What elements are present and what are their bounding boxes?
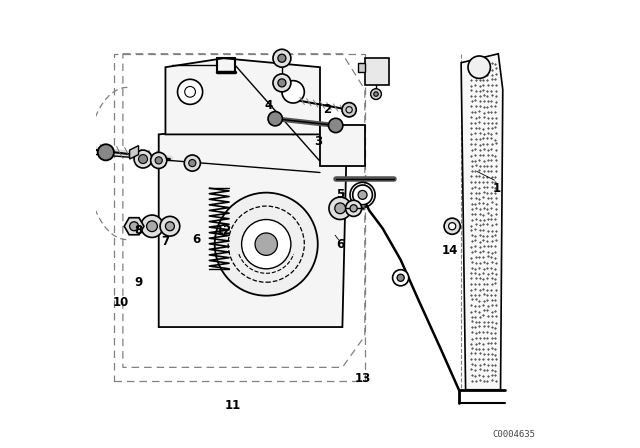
Text: 14: 14 [442,244,458,258]
Circle shape [160,216,180,236]
Text: 6: 6 [193,233,201,246]
Circle shape [346,200,362,216]
Text: C0004635: C0004635 [492,430,535,439]
Polygon shape [124,218,144,235]
Circle shape [374,92,378,96]
Text: 11: 11 [225,399,241,412]
Circle shape [177,79,203,104]
Circle shape [342,103,356,117]
Text: 7: 7 [161,235,170,249]
Circle shape [278,79,286,87]
Circle shape [147,221,157,232]
Circle shape [141,215,163,237]
Circle shape [468,56,490,78]
Circle shape [139,155,148,164]
Circle shape [98,144,114,160]
Circle shape [242,220,291,269]
Text: 1: 1 [493,181,501,195]
Circle shape [392,270,409,286]
Polygon shape [159,125,347,327]
Circle shape [268,112,282,126]
Polygon shape [365,58,389,85]
Circle shape [273,74,291,92]
Text: 9: 9 [134,276,143,289]
Circle shape [358,190,367,199]
Circle shape [166,222,174,231]
Circle shape [328,118,343,133]
Polygon shape [358,63,365,72]
Polygon shape [165,58,320,134]
Circle shape [130,222,139,231]
Circle shape [278,54,286,62]
Text: 4: 4 [264,99,273,112]
Circle shape [335,203,346,214]
Circle shape [134,150,152,168]
Circle shape [155,157,163,164]
Text: 6: 6 [336,237,344,251]
Text: 5: 5 [336,188,344,202]
Circle shape [215,193,317,296]
Circle shape [444,218,460,234]
Circle shape [329,197,351,220]
Text: 2: 2 [323,103,331,116]
Text: 10: 10 [113,296,129,309]
Circle shape [449,223,456,230]
Circle shape [150,152,167,168]
Circle shape [353,185,372,205]
Circle shape [184,155,200,171]
Text: 13: 13 [355,372,371,385]
Circle shape [189,159,196,167]
Circle shape [282,81,305,103]
Circle shape [273,49,291,67]
Circle shape [255,233,278,255]
Text: 3: 3 [314,134,322,148]
Text: 12: 12 [216,224,232,237]
Circle shape [350,205,357,212]
Polygon shape [461,54,503,390]
Polygon shape [130,146,139,159]
Text: 8: 8 [134,224,143,237]
Circle shape [371,89,381,99]
Polygon shape [320,125,365,166]
Circle shape [397,274,404,281]
